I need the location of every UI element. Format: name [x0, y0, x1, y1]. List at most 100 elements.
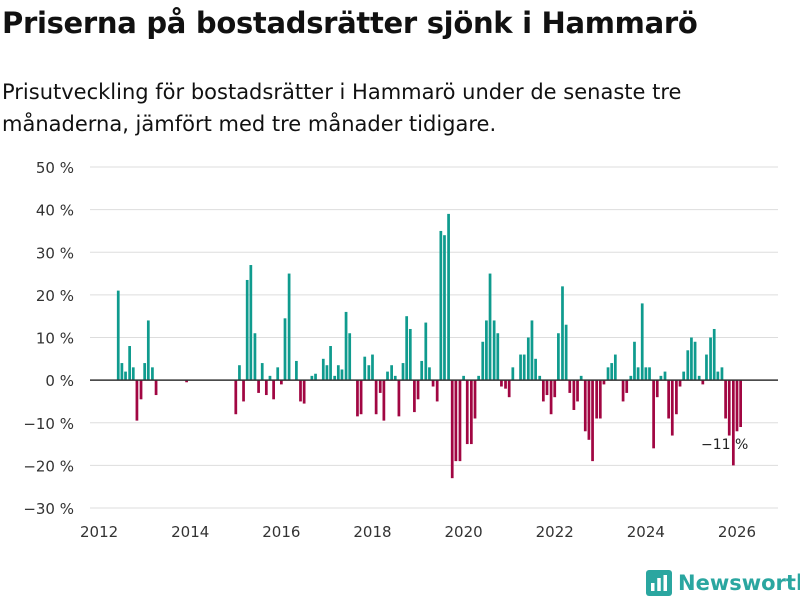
bar-chart: −30 % −20 % −10 % 0 % 10 % 20 % 30 % 40 % 50 % 2…: [23, 159, 778, 541]
bar: [321, 358, 325, 381]
bar: [356, 380, 359, 417]
bar-chart-logo-icon: [646, 570, 672, 596]
bar: [424, 322, 428, 381]
bar: [390, 365, 393, 381]
bar: [116, 290, 120, 381]
bar: [534, 358, 537, 381]
bar: [151, 367, 154, 381]
bar: [348, 333, 352, 381]
bar: [280, 380, 283, 385]
bar: [245, 279, 249, 381]
bar: [553, 380, 557, 398]
bar: [678, 380, 682, 387]
bar: [272, 380, 275, 400]
x-tick-label: 2016: [262, 523, 300, 541]
bar: [154, 380, 158, 396]
y-tick-label: 20 %: [36, 287, 74, 305]
y-axis-tick-labels: −30 % −20 % −10 % 0 % 10 % 20 % 30 % 40 % 50 %: [23, 159, 74, 518]
bar: [629, 375, 633, 381]
bar: [264, 380, 268, 396]
bar: [443, 235, 446, 381]
bar: [530, 320, 534, 381]
bar: [295, 360, 298, 381]
x-tick-label: 2026: [718, 523, 756, 541]
bar: [242, 380, 245, 402]
bar: [522, 354, 526, 381]
bar: [659, 375, 663, 381]
bar: [408, 328, 412, 381]
bar: [120, 363, 124, 381]
bar: [299, 380, 302, 402]
bar: [302, 380, 306, 404]
annotations: −11 %: [701, 437, 748, 453]
bar: [640, 303, 644, 381]
bar: [340, 369, 344, 381]
x-tick-label: 2024: [627, 523, 665, 541]
bar: [371, 354, 374, 381]
bar: [416, 380, 420, 400]
bar: [621, 380, 625, 402]
bar: [538, 375, 542, 381]
chart-title: Priserna på bostadsrätter sjönk i Hammar…: [2, 6, 698, 40]
bar: [431, 380, 435, 387]
bar: [697, 375, 701, 381]
bar: [633, 341, 636, 381]
bar: [557, 333, 560, 381]
bar: [572, 380, 576, 410]
bar: [314, 373, 317, 381]
bar: [393, 375, 397, 381]
x-tick-label: 2018: [353, 523, 391, 541]
bar: [712, 328, 716, 381]
bar: [587, 380, 591, 440]
bar: [397, 380, 401, 417]
bar: [238, 365, 241, 381]
x-axis-tick-labels: 2012 2014 2016 2018 2020 2022 2024 2026: [80, 523, 756, 541]
newsworthy-logo: Newsworthy: [646, 569, 800, 597]
bar: [374, 380, 378, 415]
bar: [492, 320, 496, 381]
y-tick-label: 50 %: [36, 159, 74, 177]
bar: [504, 380, 507, 389]
bar: [413, 380, 416, 413]
bar: [568, 380, 572, 393]
bar: [701, 380, 705, 385]
bar: [336, 365, 340, 381]
bar: [485, 320, 488, 381]
bar: [511, 367, 515, 381]
bar: [591, 380, 594, 462]
bar: [185, 380, 188, 383]
bar: [260, 363, 264, 381]
bar: [329, 346, 332, 381]
bar: [606, 367, 610, 381]
bar: [401, 363, 405, 381]
bar: [378, 380, 382, 393]
bar: [310, 375, 314, 381]
bar: [386, 371, 389, 381]
bar: [447, 213, 450, 381]
bar: [739, 380, 742, 428]
x-tick-label: 2022: [536, 523, 574, 541]
bar: [613, 354, 617, 381]
bar: [595, 380, 599, 419]
y-tick-label: −30 %: [23, 500, 74, 518]
bar: [667, 380, 671, 419]
bar: [598, 380, 602, 419]
bar: [549, 380, 553, 415]
bar: [500, 380, 503, 387]
bar: [690, 337, 693, 381]
y-tick-label: 30 %: [36, 244, 74, 262]
bar: [507, 380, 511, 398]
bar: [139, 380, 143, 400]
bar: [693, 341, 697, 381]
bar: [257, 380, 260, 393]
bar: [481, 341, 485, 381]
bar: [359, 380, 363, 415]
bar: [652, 380, 655, 449]
bar: [454, 380, 458, 462]
bar: [268, 375, 272, 381]
bar: [686, 350, 690, 381]
bars: [116, 213, 742, 479]
bar: [477, 375, 481, 381]
bar: [462, 375, 465, 381]
bar: [670, 380, 674, 436]
